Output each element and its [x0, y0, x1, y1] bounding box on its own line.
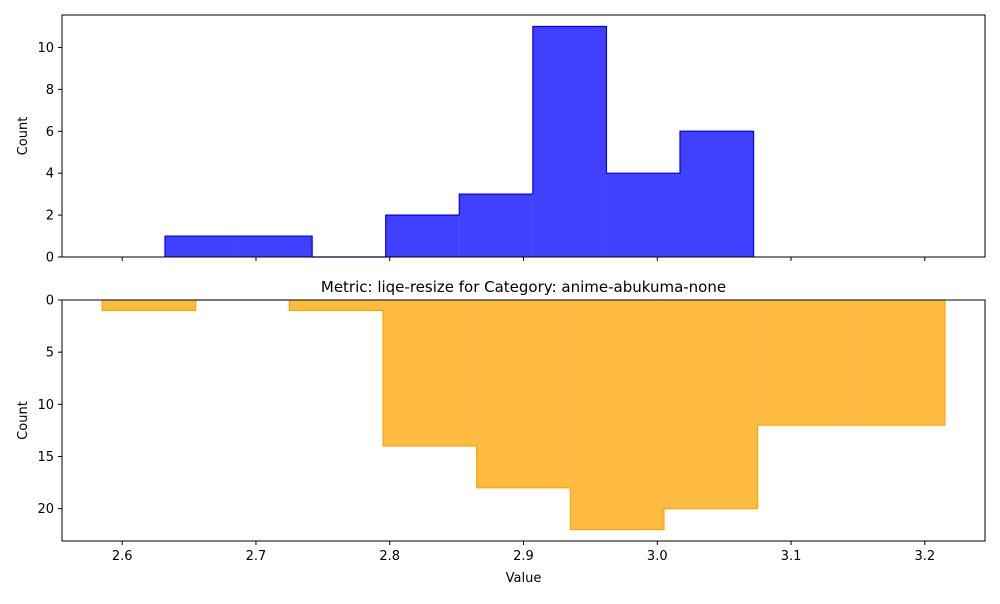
x-tick-label: 3.1	[781, 549, 802, 564]
chart-title: Metric: liqe-resize for Category: anime-…	[321, 278, 726, 296]
y-tick-label: 6	[46, 125, 54, 140]
histogram-bar	[851, 300, 945, 426]
y-axis-label: Count	[16, 117, 31, 156]
histogram-bar	[680, 131, 754, 257]
histogram-bar	[459, 194, 533, 257]
y-tick-label: 4	[46, 167, 54, 182]
x-tick-label: 3.2	[914, 549, 935, 564]
histogram-bars	[102, 300, 945, 530]
y-tick-label: 0	[46, 251, 54, 266]
histogram-bar	[165, 236, 239, 257]
histogram-outline	[164, 25, 755, 258]
y-tick-label: 5	[46, 346, 54, 361]
histogram-bar	[663, 300, 758, 509]
x-tick-label: 3.0	[647, 549, 668, 564]
histogram-bar	[102, 300, 196, 311]
histogram-bar	[570, 300, 664, 530]
histogram-bar	[757, 300, 852, 426]
histogram-bars	[165, 26, 754, 258]
x-axis-label: Value	[506, 571, 542, 586]
chart-panel-1: 0 2 4 6 8 10 Count	[16, 14, 986, 266]
y-tick-label: 15	[37, 450, 54, 465]
y-tick-label: 10	[37, 398, 54, 413]
histogram-bar	[385, 215, 460, 257]
y-tick-label: 20	[37, 502, 54, 517]
x-tick-label: 2.6	[112, 549, 133, 564]
chart-panel-2: 0 5 10 15 20 2.6 2.7 2.8 2.9 3.0 3.1 3.2 Count Value M…	[16, 278, 986, 586]
histogram-bar	[383, 300, 477, 447]
histogram-bar	[238, 236, 313, 257]
histogram-bar	[289, 300, 384, 311]
y-tick-label: 0	[46, 294, 54, 309]
y-tick-label: 2	[46, 209, 54, 224]
x-tick-label: 2.9	[513, 549, 534, 564]
y-axis-label: Count	[16, 401, 31, 440]
histogram-bar	[606, 173, 681, 257]
y-tick-label: 8	[46, 83, 54, 98]
x-tick-label: 2.8	[379, 549, 400, 564]
histogram-bar	[476, 300, 571, 488]
x-tick-label: 2.7	[246, 549, 267, 564]
y-tick-label: 10	[37, 41, 54, 56]
histogram-bar	[532, 26, 607, 258]
